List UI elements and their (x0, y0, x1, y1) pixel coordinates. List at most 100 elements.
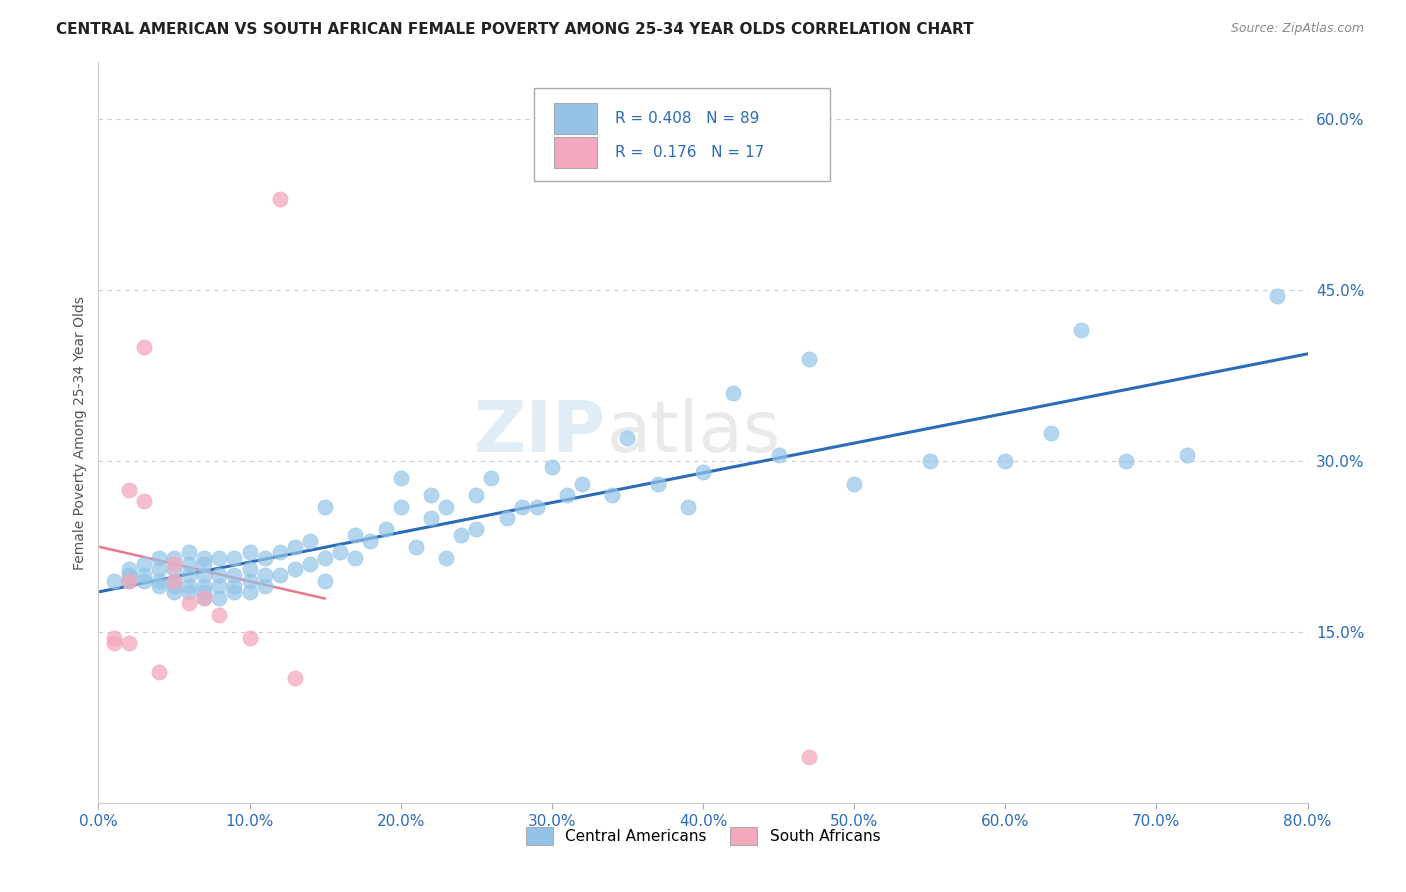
Point (526, 500, 548, 514)
Point (1267, 289, 1289, 303)
Point (253, 568, 276, 582)
Point (193, 591, 215, 605)
Point (224, 568, 246, 582)
Point (118, 483, 141, 497)
Point (163, 574, 186, 588)
Point (193, 579, 215, 593)
Point (208, 550, 231, 565)
Point (1115, 454, 1137, 468)
Point (118, 574, 141, 588)
Point (314, 574, 336, 588)
Point (132, 557, 155, 571)
Point (284, 540, 307, 554)
Point (118, 568, 141, 582)
Point (344, 550, 367, 565)
Point (434, 550, 457, 565)
Point (616, 431, 638, 445)
Point (148, 579, 170, 593)
Point (450, 528, 472, 542)
Point (179, 568, 201, 582)
Point (208, 579, 231, 593)
Point (540, 459, 562, 474)
Point (465, 523, 488, 537)
Point (465, 488, 488, 502)
Point (163, 574, 186, 588)
Point (239, 562, 262, 576)
Text: ZIP: ZIP (474, 398, 606, 467)
Text: CENTRAL AMERICAN VS SOUTH AFRICAN FEMALE POVERTY AMONG 25-34 YEAR OLDS CORRELATI: CENTRAL AMERICAN VS SOUTH AFRICAN FEMALE… (56, 22, 974, 37)
Point (1175, 449, 1198, 463)
Point (179, 597, 201, 611)
Point (676, 500, 699, 514)
Point (1070, 323, 1092, 337)
Point (163, 557, 186, 571)
Point (314, 550, 336, 565)
Point (239, 545, 262, 559)
Y-axis label: Female Poverty Among 25-34 Year Olds: Female Poverty Among 25-34 Year Olds (73, 295, 87, 570)
Point (193, 550, 215, 565)
Point (420, 488, 443, 502)
Point (208, 591, 231, 605)
Point (481, 471, 503, 485)
Point (179, 545, 201, 559)
Point (208, 568, 231, 582)
Point (329, 545, 352, 559)
Point (163, 579, 186, 593)
Point (918, 454, 941, 468)
Point (405, 540, 427, 554)
Point (768, 449, 790, 463)
Point (103, 636, 125, 650)
Point (571, 476, 593, 491)
FancyBboxPatch shape (534, 88, 830, 181)
Point (118, 562, 141, 576)
Point (103, 631, 125, 645)
Point (132, 568, 155, 582)
Point (132, 340, 155, 354)
Text: R = 0.408   N = 89: R = 0.408 N = 89 (614, 112, 759, 126)
Point (148, 665, 170, 679)
Point (844, 476, 866, 491)
Point (1039, 425, 1062, 440)
Point (132, 494, 155, 508)
Point (132, 574, 155, 588)
Point (193, 557, 215, 571)
Point (179, 585, 201, 599)
Point (389, 500, 412, 514)
FancyBboxPatch shape (554, 103, 596, 135)
Point (723, 385, 745, 400)
Point (208, 607, 231, 622)
Text: R =  0.176   N = 17: R = 0.176 N = 17 (614, 145, 763, 161)
Point (224, 585, 246, 599)
Text: Source: ZipAtlas.com: Source: ZipAtlas.com (1230, 22, 1364, 36)
Point (179, 579, 201, 593)
Point (360, 533, 382, 548)
Point (510, 500, 533, 514)
Point (163, 562, 186, 576)
Point (148, 550, 170, 565)
Point (495, 511, 517, 525)
Point (797, 750, 820, 764)
Point (224, 579, 246, 593)
Point (555, 488, 578, 502)
Point (434, 500, 457, 514)
Point (193, 585, 215, 599)
Point (239, 631, 262, 645)
Point (314, 500, 336, 514)
Legend: Central Americans, South Africans: Central Americans, South Africans (520, 821, 886, 851)
Point (239, 574, 262, 588)
Point (344, 528, 367, 542)
Point (224, 550, 246, 565)
Point (163, 585, 186, 599)
Point (994, 454, 1017, 468)
Point (253, 550, 276, 565)
Point (253, 579, 276, 593)
Point (299, 533, 322, 548)
Point (647, 476, 669, 491)
Point (299, 557, 322, 571)
Point (193, 591, 215, 605)
Point (193, 568, 215, 582)
Point (148, 574, 170, 588)
Point (179, 557, 201, 571)
Point (602, 488, 624, 502)
Point (389, 471, 412, 485)
